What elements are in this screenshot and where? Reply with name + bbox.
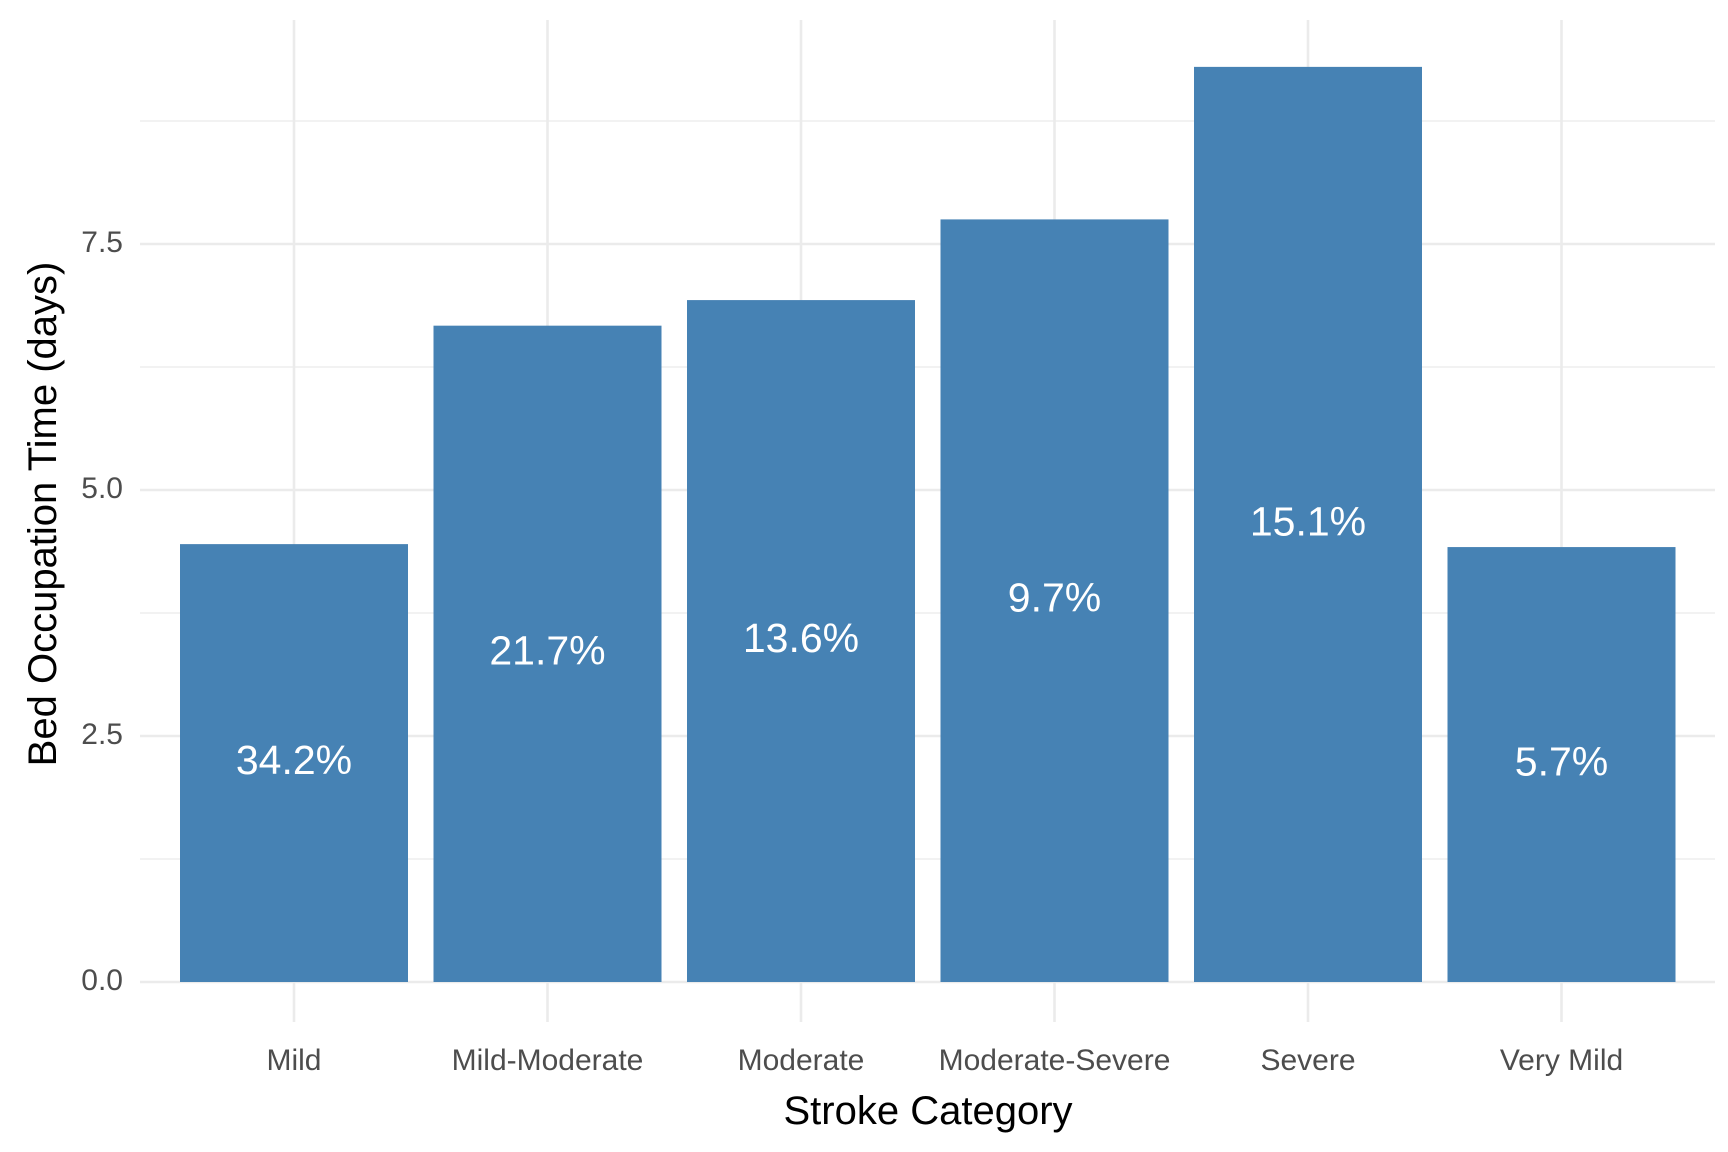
y-tick-label: 7.5 bbox=[81, 226, 123, 259]
x-tick-label: Mild-Moderate bbox=[452, 1044, 644, 1077]
bar bbox=[940, 219, 1169, 982]
bar-label: 15.1% bbox=[1250, 498, 1366, 544]
y-tick-label: 0.0 bbox=[81, 964, 123, 997]
bar-label: 13.6% bbox=[743, 615, 859, 661]
x-tick-label: Moderate-Severe bbox=[939, 1044, 1171, 1077]
x-tick-label: Very Mild bbox=[1500, 1044, 1623, 1077]
bar bbox=[1447, 547, 1676, 982]
bar bbox=[687, 300, 915, 982]
bars bbox=[180, 66, 1676, 982]
x-axis-ticks: Mild Mild-Moderate Moderate Moderate-Severe… bbox=[266, 1044, 1623, 1077]
bar bbox=[1194, 66, 1422, 982]
y-tick-label: 2.5 bbox=[81, 718, 123, 751]
bar-label: 34.2% bbox=[236, 737, 352, 783]
y-axis-ticks: 0.0 2.5 5.0 7.5 bbox=[81, 226, 123, 997]
bar bbox=[433, 325, 662, 982]
y-axis-title: Bed Occupation Time (days) bbox=[21, 262, 65, 767]
bar-label: 9.7% bbox=[1008, 575, 1101, 621]
x-axis-title: Stroke Category bbox=[783, 1089, 1072, 1133]
x-tick-label: Moderate bbox=[738, 1044, 865, 1077]
bar bbox=[180, 544, 408, 982]
bar-label: 21.7% bbox=[489, 628, 605, 674]
y-tick-label: 5.0 bbox=[81, 472, 123, 505]
x-tick-label: Mild bbox=[266, 1044, 321, 1077]
x-tick-label: Severe bbox=[1260, 1044, 1355, 1077]
bar-labels: 34.2% 21.7% 13.6% 9.7% 15.1% 5.7% bbox=[236, 498, 1608, 784]
bar-label: 5.7% bbox=[1515, 738, 1608, 784]
